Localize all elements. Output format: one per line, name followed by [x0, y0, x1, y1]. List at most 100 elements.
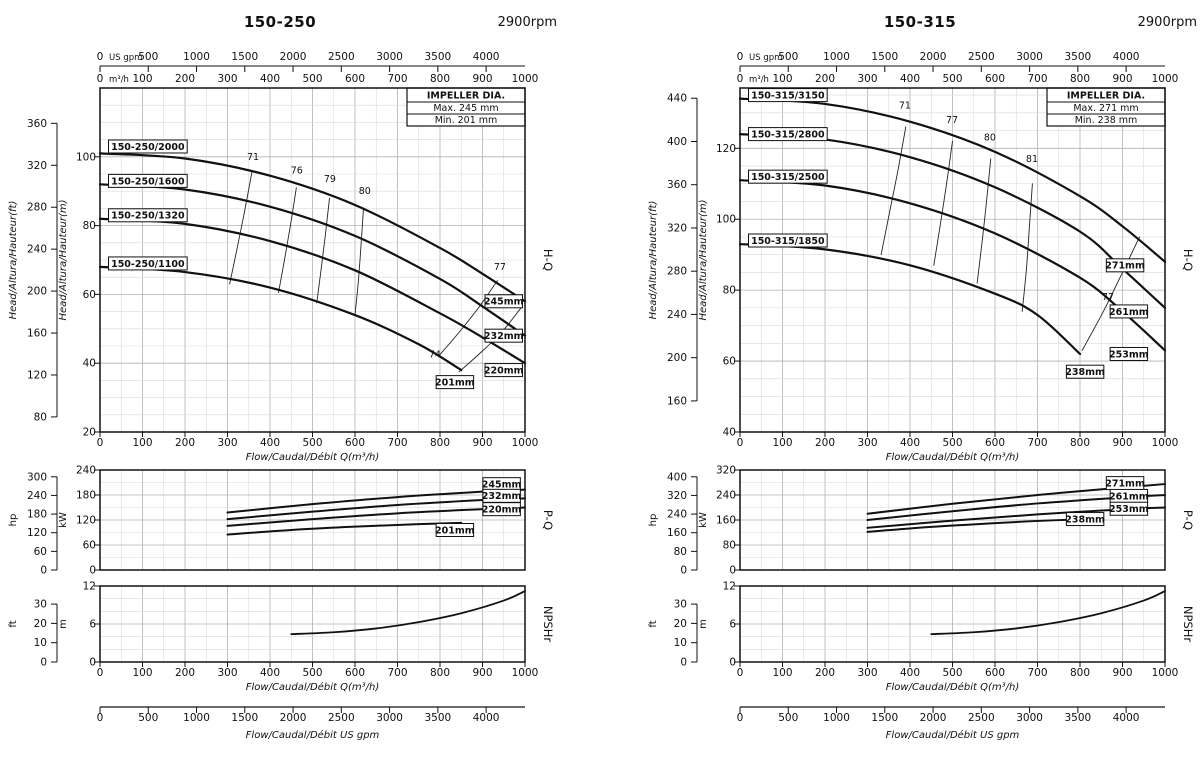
svg-text:400: 400 [900, 667, 920, 679]
svg-text:0: 0 [40, 657, 47, 669]
svg-text:120: 120 [27, 369, 47, 381]
svg-text:1000: 1000 [512, 437, 539, 449]
svg-text:200: 200 [175, 73, 195, 85]
svg-text:US gpm: US gpm [749, 53, 782, 63]
svg-text:Flow/Caudal/Débit Q(m³/h): Flow/Caudal/Débit Q(m³/h) [886, 681, 1019, 693]
svg-text:320: 320 [667, 222, 687, 234]
svg-text:Flow/Caudal/Débit Q(m³/h): Flow/Caudal/Débit Q(m³/h) [886, 451, 1019, 463]
svg-text:238mm: 238mm [1065, 514, 1105, 525]
svg-text:80: 80 [83, 220, 96, 232]
svg-text:700: 700 [1027, 73, 1047, 85]
svg-text:500: 500 [138, 51, 158, 63]
svg-text:hp: hp [648, 514, 659, 527]
svg-text:1000: 1000 [512, 667, 539, 679]
svg-text:400: 400 [900, 437, 920, 449]
svg-text:3000: 3000 [376, 51, 403, 63]
svg-text:76: 76 [291, 166, 303, 177]
svg-text:Head/Altura/Hauteur(ft): Head/Altura/Hauteur(ft) [8, 201, 19, 320]
svg-text:160: 160 [716, 515, 736, 527]
panel-150-250: 150-250 2900rpm 71 76 79 80 77 74 150-250/2000… [8, 13, 557, 741]
svg-text:320: 320 [667, 490, 687, 502]
svg-text:800: 800 [430, 73, 450, 85]
svg-text:150-250/1100: 150-250/1100 [111, 259, 185, 270]
svg-text:40: 40 [723, 427, 736, 439]
svg-text:20: 20 [83, 427, 96, 439]
svg-text:600: 600 [345, 437, 365, 449]
chart-rpm-label: 2900rpm [1137, 15, 1197, 30]
svg-text:80: 80 [34, 411, 47, 423]
svg-text:0: 0 [680, 565, 687, 577]
svg-text:200: 200 [815, 437, 835, 449]
svg-text:320: 320 [716, 465, 736, 477]
svg-text:400: 400 [667, 136, 687, 148]
svg-text:Flow/Caudal/Débit US gpm: Flow/Caudal/Débit US gpm [886, 729, 1020, 741]
svg-text:3500: 3500 [424, 712, 451, 724]
svg-text:240: 240 [27, 244, 47, 256]
svg-text:0: 0 [97, 667, 104, 679]
svg-text:200: 200 [667, 352, 687, 364]
svg-text:232mm: 232mm [482, 491, 522, 502]
svg-text:240: 240 [76, 465, 96, 477]
svg-text:2500: 2500 [968, 712, 995, 724]
svg-text:180: 180 [27, 509, 47, 521]
svg-text:120: 120 [716, 143, 736, 155]
svg-text:100: 100 [716, 214, 736, 226]
svg-text:1000: 1000 [1152, 437, 1179, 449]
svg-text:3000: 3000 [1016, 712, 1043, 724]
svg-text:77: 77 [494, 262, 506, 273]
svg-text:500: 500 [302, 73, 322, 85]
svg-text:0: 0 [729, 565, 736, 577]
svg-text:201mm: 201mm [435, 378, 475, 389]
panel-150-315: 150-315 2900rpm 71 77 80 81 77 150-315/3150 27… [640, 0, 1200, 758]
svg-text:0: 0 [89, 657, 96, 669]
svg-text:100: 100 [132, 437, 152, 449]
svg-text:200: 200 [815, 73, 835, 85]
svg-text:12: 12 [83, 581, 96, 593]
svg-text:360: 360 [667, 179, 687, 191]
svg-text:kW: kW [698, 512, 709, 528]
svg-text:400: 400 [260, 667, 280, 679]
svg-text:160: 160 [667, 527, 687, 539]
pump-curves-chart-150-250: 71 76 79 80 77 74 150-250/2000 245mm 150-250/160… [8, 51, 555, 741]
svg-text:700: 700 [387, 437, 407, 449]
svg-text:280: 280 [27, 202, 47, 214]
svg-text:500: 500 [942, 667, 962, 679]
svg-text:2000: 2000 [920, 51, 947, 63]
svg-text:253mm: 253mm [1109, 349, 1149, 360]
svg-text:Min. 201 mm: Min. 201 mm [435, 115, 498, 126]
svg-text:2500: 2500 [328, 712, 355, 724]
svg-text:800: 800 [1070, 667, 1090, 679]
svg-text:74: 74 [429, 350, 441, 361]
svg-text:201mm: 201mm [435, 525, 475, 536]
svg-text:500: 500 [302, 437, 322, 449]
svg-text:700: 700 [387, 667, 407, 679]
svg-text:m: m [58, 619, 69, 629]
svg-text:1500: 1500 [231, 51, 258, 63]
svg-text:10: 10 [34, 637, 47, 649]
svg-text:m³/h: m³/h [749, 75, 769, 85]
svg-text:180: 180 [76, 490, 96, 502]
svg-text:P-Q: P-Q [1181, 510, 1195, 530]
svg-text:160: 160 [667, 395, 687, 407]
svg-text:m: m [698, 619, 709, 629]
svg-text:150-250/1320: 150-250/1320 [111, 211, 185, 222]
svg-text:150-250/2000: 150-250/2000 [111, 142, 185, 153]
svg-text:900: 900 [472, 667, 492, 679]
svg-text:240: 240 [667, 309, 687, 321]
svg-text:30: 30 [34, 599, 47, 611]
svg-text:kW: kW [58, 512, 69, 528]
svg-text:0: 0 [97, 437, 104, 449]
svg-text:Head/Altura/Hauteur(m): Head/Altura/Hauteur(m) [58, 199, 69, 320]
svg-text:150-315/3150: 150-315/3150 [751, 90, 825, 101]
svg-text:900: 900 [472, 437, 492, 449]
svg-text:600: 600 [985, 73, 1005, 85]
svg-text:253mm: 253mm [1109, 504, 1149, 515]
svg-text:77: 77 [946, 115, 958, 126]
svg-text:600: 600 [345, 667, 365, 679]
svg-text:Head/Altura/Hauteur(m): Head/Altura/Hauteur(m) [698, 199, 709, 320]
svg-text:3000: 3000 [376, 712, 403, 724]
svg-text:400: 400 [667, 471, 687, 483]
svg-text:2000: 2000 [280, 712, 307, 724]
svg-text:1000: 1000 [823, 51, 850, 63]
